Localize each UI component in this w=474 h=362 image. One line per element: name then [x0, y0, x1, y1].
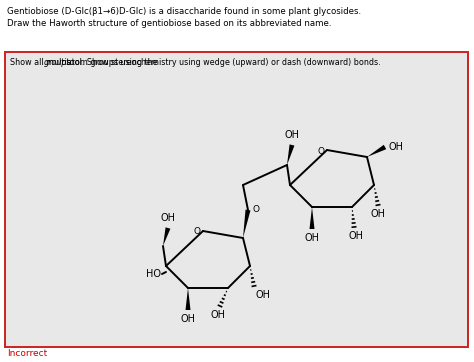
Text: Incorrect: Incorrect [7, 349, 47, 358]
Polygon shape [185, 288, 191, 310]
Text: HO: HO [146, 269, 161, 279]
Text: Show all multiatom groups using the: Show all multiatom groups using the [10, 58, 160, 67]
Polygon shape [310, 207, 315, 229]
Text: OH: OH [284, 130, 300, 140]
Text: OH: OH [389, 142, 404, 152]
Polygon shape [243, 210, 250, 238]
Polygon shape [287, 144, 294, 165]
Text: groups: groups [44, 58, 72, 67]
Text: OH: OH [181, 314, 195, 324]
Text: tool. Show stereochemistry using wedge (upward) or dash (downward) bonds.: tool. Show stereochemistry using wedge (… [64, 58, 381, 67]
Text: OH: OH [348, 231, 364, 241]
Text: OH: OH [371, 209, 385, 219]
Text: OH: OH [256, 290, 271, 300]
Text: O: O [253, 206, 260, 215]
Text: Draw the Haworth structure of gentiobiose based on its abbreviated name.: Draw the Haworth structure of gentiobios… [7, 19, 331, 28]
Polygon shape [163, 227, 171, 246]
Text: OH: OH [161, 213, 175, 223]
Text: Gentiobiose (D-Glc(β1→6)D-Glc) is a disaccharide found in some plant glycosides.: Gentiobiose (D-Glc(β1→6)D-Glc) is a disa… [7, 7, 361, 16]
Bar [5, 52, 468, 347]
Text: OH: OH [210, 310, 226, 320]
Text: O: O [318, 147, 325, 156]
Polygon shape [367, 145, 386, 157]
Text: O: O [194, 227, 201, 236]
Text: OH: OH [304, 233, 319, 243]
